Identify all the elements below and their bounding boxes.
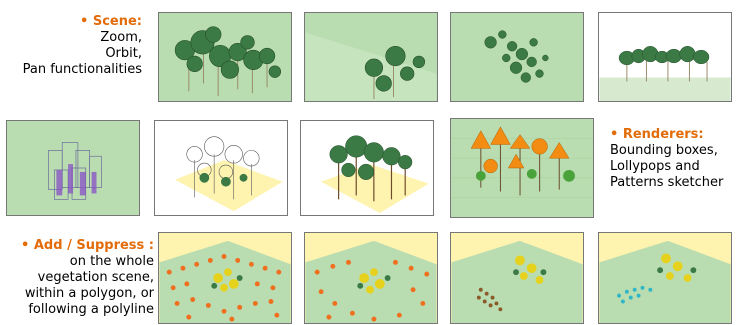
add-suppress-label: • Add / Suppress : on the whole vegetati… [0,238,154,318]
scene-line-zoom: Zoom, [100,30,142,45]
renderers-line-patterns: Patterns sketcher [610,175,724,190]
scene-thumbnail-pan[interactable] [450,12,584,102]
renderer-thumbnail-patterns[interactable] [450,118,594,218]
scene-thumbnail-side[interactable] [598,12,732,102]
add-suppress-line-2: vegetation scene, [37,270,154,285]
renderer-thumbnail-wireframe[interactable] [154,120,288,216]
renderer-thumbnail-bounding-boxes[interactable] [6,120,140,216]
scene-heading: • Scene: [80,14,142,29]
scene-line-orbit: Orbit, [105,46,142,61]
renderers-line-boxes: Bounding boxes, [610,143,718,158]
add-suppress-thumbnail-whole-scene[interactable] [158,232,292,324]
add-suppress-line-4: following a polyline [28,302,154,317]
renderer-thumbnail-lollypops[interactable] [300,120,434,216]
renderers-label: • Renderers: Bounding boxes, Lollypops a… [610,127,736,191]
scene-line-pan: Pan functionalities [22,62,142,77]
add-suppress-thumbnail-polygon[interactable] [304,232,438,324]
scene-label: • Scene: Zoom, Orbit, Pan functionalitie… [0,14,142,78]
add-suppress-heading: • Add / Suppress : [21,238,154,253]
add-suppress-thumbnail-polyline-brown[interactable] [450,232,584,324]
add-suppress-line-3: within a polygon, or [24,286,154,301]
renderers-heading: • Renderers: [610,127,704,142]
scene-thumbnail-zoom[interactable] [158,12,292,102]
renderers-line-lollypops: Lollypops and [610,159,700,174]
scene-thumbnail-orbit[interactable] [304,12,438,102]
add-suppress-thumbnail-polyline-cyan[interactable] [598,232,732,324]
add-suppress-line-1: on the whole [69,254,154,269]
